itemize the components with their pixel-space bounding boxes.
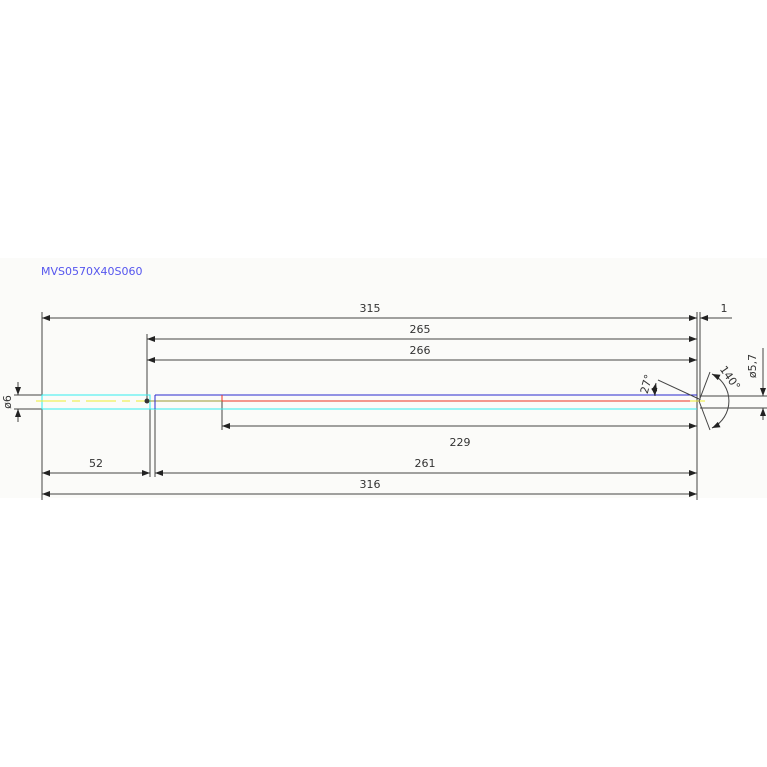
part-number-label: MVS0570X40S060 xyxy=(41,265,143,278)
dim-316: 316 xyxy=(360,478,381,491)
tool-body xyxy=(36,394,705,410)
dim-315: 315 xyxy=(360,302,381,315)
dimension-lines xyxy=(15,315,766,497)
dim-shank-diameter: ø6 xyxy=(1,395,14,409)
dim-261: 261 xyxy=(415,457,436,470)
dim-265: 265 xyxy=(410,323,431,336)
dim-1: 1 xyxy=(721,302,728,315)
drawing-area xyxy=(0,258,767,498)
dim-229: 229 xyxy=(450,436,471,449)
dim-relief-angle: 27° xyxy=(638,373,656,395)
dim-tip-diameter: ø5,7 xyxy=(746,354,759,378)
dim-266: 266 xyxy=(410,344,431,357)
dim-52: 52 xyxy=(89,457,103,470)
